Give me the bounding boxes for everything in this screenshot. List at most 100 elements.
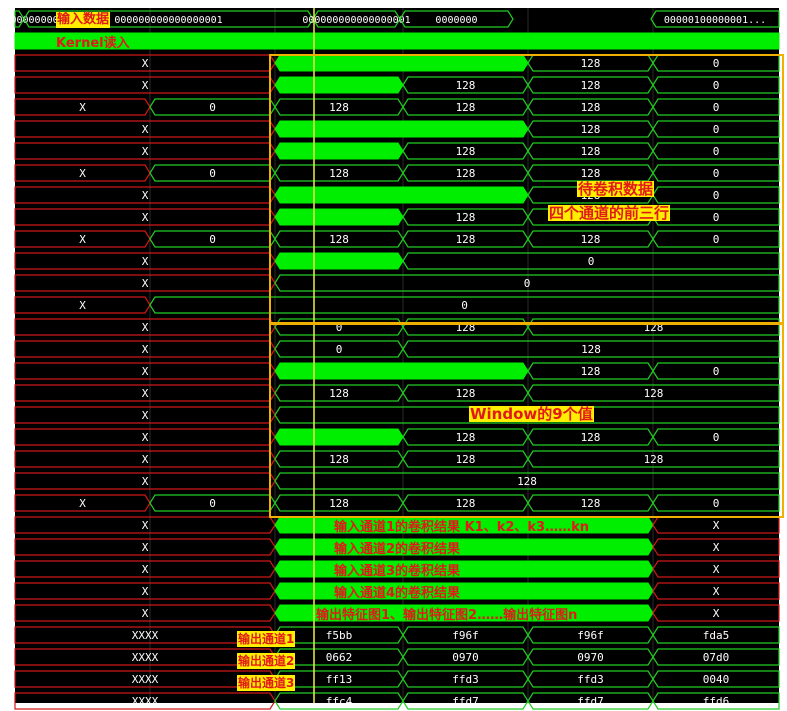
segment-value: ffd6 [703,695,730,708]
label-conv-ch3: 输入通道3的卷积结果 [334,564,461,579]
bus-fill-segment [274,252,404,270]
segment-value: 0000000 [435,15,477,26]
bus-fill-segment [274,120,529,138]
segment-value: 0 [713,79,720,92]
segment-value: 0 [713,189,720,202]
segment-value: 07d0 [703,651,730,664]
segment-value: 128 [581,123,601,136]
segment-value: 0 [713,497,720,510]
bus-fill-segment [274,54,529,72]
signal-row[interactable]: X 128 0 [14,120,780,138]
bus-fill-segment [274,186,529,204]
signal-row[interactable]: X 128 0 [14,362,780,380]
segment-value: 0 [713,123,720,136]
segment-value: 128 [329,167,349,180]
bus-fill-segment [274,428,404,446]
segment-value: 0 [209,167,216,180]
bus-fill-segment [274,538,654,556]
segment-value: 0 [713,211,720,224]
signal-row[interactable]: 0000000000000000000000000010000000000000… [0,10,780,28]
segment-value: 128 [581,431,601,444]
segment-value: 128 [456,79,476,92]
bus-fill-segment [274,208,404,226]
segment-value: f96f [577,629,604,642]
segment-value: X [713,585,720,598]
segment-value: X [142,343,149,356]
segment-value: X [142,563,149,576]
unknown-value-segment [652,582,780,600]
segment-value: 128 [581,57,601,70]
signal-row[interactable]: X 128 128 0 [14,428,780,446]
signal-row[interactable]: X 0 128 128 128 0 [14,230,780,248]
signal-row[interactable]: X 128 0 [14,54,780,72]
segment-value: X [142,255,149,268]
segment-value: X [142,607,149,620]
label-conv-ch4: 输入通道4的卷积结果 [334,586,461,601]
label-conv-ch1: 输入通道1的卷积结果 K1、k2、k3……kn [334,520,589,535]
segment-value: X [79,167,86,180]
bus-value-segment [652,692,780,710]
label-kernel-read: Kernel读入 [56,36,130,51]
bus-value-segment [527,384,780,402]
unknown-value-segment [652,538,780,556]
signal-row[interactable]: X 128 128 128 [14,384,780,402]
bus-value-segment [652,164,780,182]
segment-value: X [142,145,149,158]
signal-row[interactable]: X 0 128 [14,340,780,358]
bus-value-segment [402,340,780,358]
segment-value: 128 [456,145,476,158]
segment-value: 0 [713,57,720,70]
bus-value-segment [652,362,780,380]
segment-value: X [142,475,149,488]
segment-value: X [713,563,720,576]
segment-value: X [713,607,720,620]
signal-row[interactable]: X 128 128 0 [14,76,780,94]
segment-value: 0 [209,497,216,510]
signal-row[interactable]: X [14,406,780,424]
bus-value-segment [652,670,780,688]
signal-row[interactable]: XXXX ffc4 ffd7 ffd7 ffd6 [14,692,780,710]
segment-value: 0040 [703,673,730,686]
signal-row[interactable] [14,32,780,50]
segment-value: 0662 [326,651,353,664]
segment-value: ff13 [326,673,353,686]
bus-fill-segment [274,560,654,578]
segment-value: X [142,211,149,224]
bus-value-segment [274,406,780,424]
signal-row[interactable]: X 0 128 128 128 0 [14,98,780,116]
label-input-data: 输入数据 [56,12,111,28]
signal-row[interactable]: X 128 128 128 [14,450,780,468]
signal-row[interactable]: X 128 [14,472,780,490]
signal-row[interactable]: X 0 128 128 128 0 [14,494,780,512]
segment-value: ffc4 [326,695,353,708]
segment-value: 00000100000001... [664,15,766,26]
bus-value-segment [652,98,780,116]
segment-value: 128 [329,497,349,510]
segment-value: 0 [209,233,216,246]
segment-value: X [142,79,149,92]
segment-value: X [142,585,149,598]
bus-value-segment [652,230,780,248]
segment-value: X [142,277,149,290]
segment-value: 0970 [452,651,479,664]
signal-row[interactable]: XXXX f5bb f96f f96f fda5 [14,626,780,644]
bus-value-segment [652,428,780,446]
bus-value-segment [399,10,514,28]
bus-value-segment [652,494,780,512]
bus-value-segment [527,318,780,336]
label-window-values: Window的9个值 [469,405,594,423]
signal-row[interactable]: X 0 128 128 128 0 [14,164,780,182]
segment-value: ffd3 [452,673,479,686]
segment-value: 128 [456,387,476,400]
signal-row[interactable]: X 128 128 0 [14,142,780,160]
segment-value: X [142,365,149,378]
